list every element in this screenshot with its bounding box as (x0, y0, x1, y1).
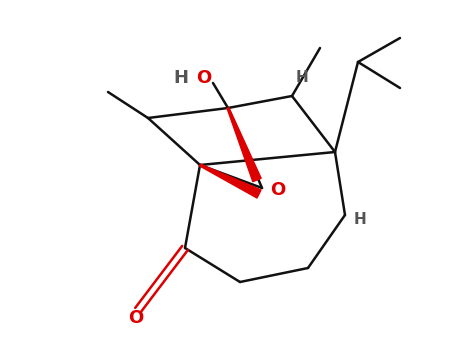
Text: H: H (296, 70, 308, 85)
Text: O: O (270, 181, 285, 199)
Text: O: O (196, 69, 211, 87)
Text: H: H (173, 69, 188, 87)
Text: H: H (354, 212, 366, 228)
Polygon shape (200, 164, 261, 198)
Text: O: O (128, 309, 144, 327)
Polygon shape (227, 108, 261, 182)
